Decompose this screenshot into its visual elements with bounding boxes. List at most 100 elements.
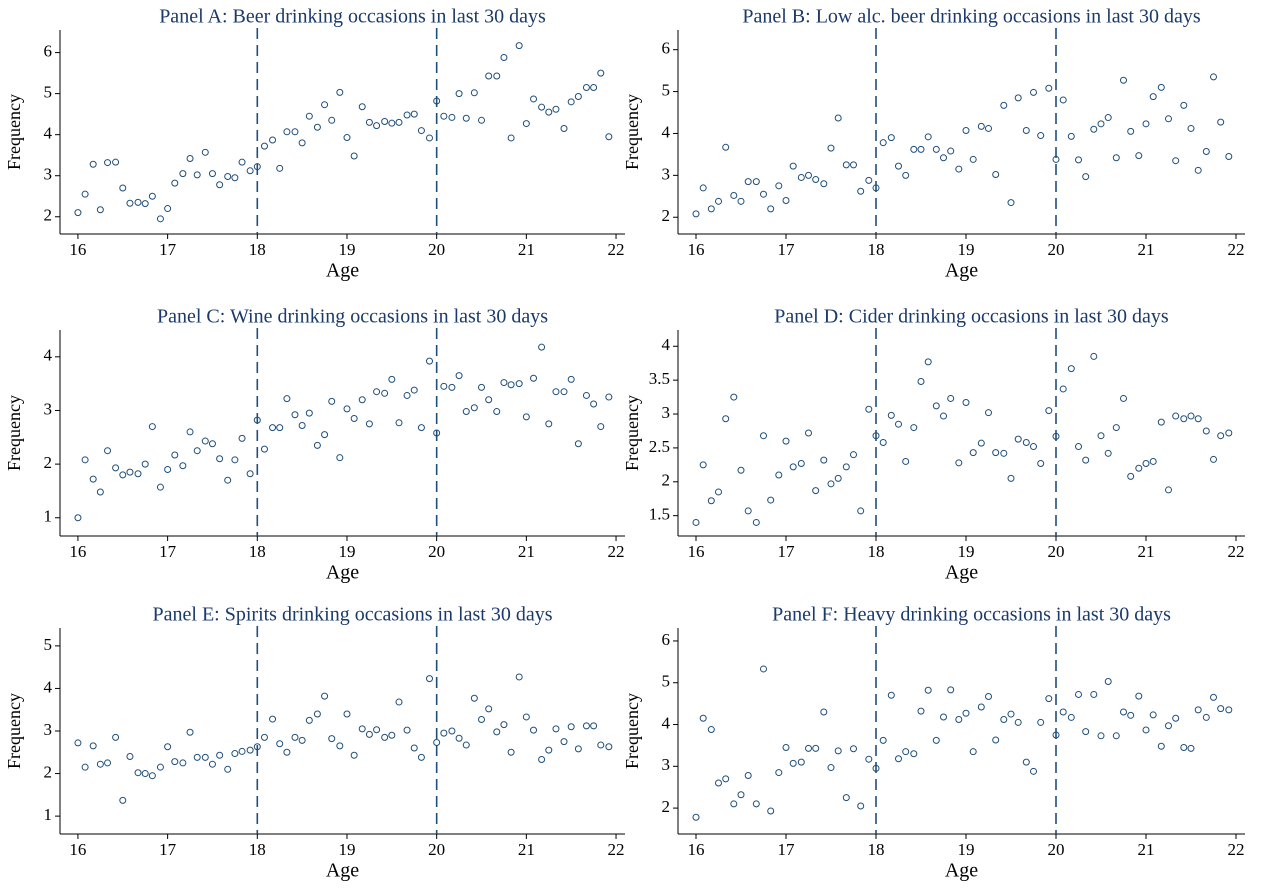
x-tick-label: 19	[958, 240, 975, 259]
data-point	[260, 733, 268, 741]
data-point	[186, 154, 194, 162]
data-point	[530, 374, 538, 382]
data-point	[96, 488, 104, 496]
y-tick-label: 2	[662, 206, 671, 225]
y-tick-label: 6	[662, 39, 671, 58]
data-point	[842, 463, 850, 471]
data-point	[1082, 728, 1090, 736]
data-point	[298, 139, 306, 147]
panel-title: Panel C: Wine drinking occasions in last…	[157, 306, 548, 328]
data-point	[1217, 705, 1225, 713]
panel-title: Panel E: Spirits drinking occasions in l…	[153, 604, 553, 626]
data-point	[246, 470, 254, 478]
data-point	[336, 88, 344, 96]
data-point	[238, 158, 246, 166]
y-tick-label: 3.5	[649, 369, 670, 388]
data-point	[224, 476, 232, 484]
data-point	[1104, 114, 1112, 122]
data-point	[1157, 83, 1165, 91]
data-point	[478, 716, 486, 724]
x-tick-label: 20	[1048, 542, 1065, 561]
y-tick-label: 5	[662, 672, 671, 691]
data-point	[932, 402, 940, 410]
data-point	[1157, 418, 1165, 426]
x-tick-label: 17	[778, 542, 796, 561]
data-point	[1149, 457, 1157, 465]
data-point	[433, 429, 441, 437]
data-point	[775, 182, 783, 190]
data-point	[74, 514, 82, 522]
data-point	[538, 756, 546, 764]
data-point	[365, 730, 373, 738]
data-point	[1097, 120, 1105, 128]
data-point	[827, 480, 835, 488]
data-point	[895, 420, 902, 428]
data-point	[1127, 127, 1135, 135]
data-point	[462, 741, 470, 749]
data-point	[381, 733, 389, 741]
data-point	[1127, 472, 1135, 480]
data-point	[350, 152, 358, 160]
x-tick-label: 17	[159, 240, 177, 259]
data-point	[827, 764, 835, 772]
data-point	[522, 120, 530, 128]
x-tick-label: 16	[69, 240, 86, 259]
data-point	[812, 487, 820, 495]
data-point	[924, 133, 932, 141]
x-tick-label: 19	[338, 542, 355, 561]
data-point	[89, 742, 97, 750]
data-point	[328, 116, 336, 124]
data-point	[1165, 722, 1172, 730]
data-point	[812, 176, 820, 184]
x-tick-label: 17	[159, 542, 177, 561]
data-point	[1075, 443, 1082, 451]
data-point	[760, 190, 767, 198]
data-point	[940, 713, 947, 721]
data-point	[932, 145, 940, 153]
panel: Panel A: Beer drinking occasions in last…	[4, 6, 625, 282]
data-point	[238, 747, 246, 755]
data-point	[538, 343, 546, 351]
data-point	[1149, 711, 1157, 719]
data-point	[104, 159, 112, 167]
data-point	[1030, 443, 1037, 451]
data-point	[81, 190, 89, 198]
panel: Panel E: Spirits drinking occasions in l…	[4, 604, 625, 882]
y-tick-label: 6	[662, 630, 671, 649]
data-point	[1172, 714, 1180, 722]
data-point	[522, 413, 530, 421]
data-point	[1067, 713, 1075, 721]
data-point	[605, 393, 613, 401]
data-point	[343, 134, 351, 142]
data-point	[500, 379, 508, 387]
data-point	[231, 456, 239, 464]
data-point	[493, 728, 501, 736]
data-point	[1097, 432, 1105, 440]
data-point	[1059, 708, 1067, 716]
data-point	[1194, 166, 1202, 174]
data-point	[253, 416, 261, 424]
data-point	[812, 744, 820, 752]
data-point	[715, 488, 722, 496]
data-point	[744, 178, 752, 186]
data-point	[269, 136, 277, 144]
data-point	[879, 438, 887, 446]
x-tick-label: 19	[338, 240, 355, 259]
data-point	[343, 405, 351, 413]
x-tick-label: 18	[249, 542, 266, 561]
data-point	[1059, 96, 1067, 104]
data-point	[1149, 93, 1157, 101]
data-point	[985, 124, 992, 132]
x-tick-label: 22	[1228, 840, 1245, 859]
data-point	[969, 449, 977, 457]
data-point	[597, 423, 605, 431]
data-point	[730, 393, 738, 401]
data-point	[789, 463, 797, 471]
data-point	[879, 139, 887, 147]
data-point	[574, 745, 582, 753]
y-tick-label: 2	[44, 453, 53, 472]
data-point	[865, 405, 873, 413]
data-point	[179, 759, 187, 767]
data-point	[470, 694, 478, 702]
